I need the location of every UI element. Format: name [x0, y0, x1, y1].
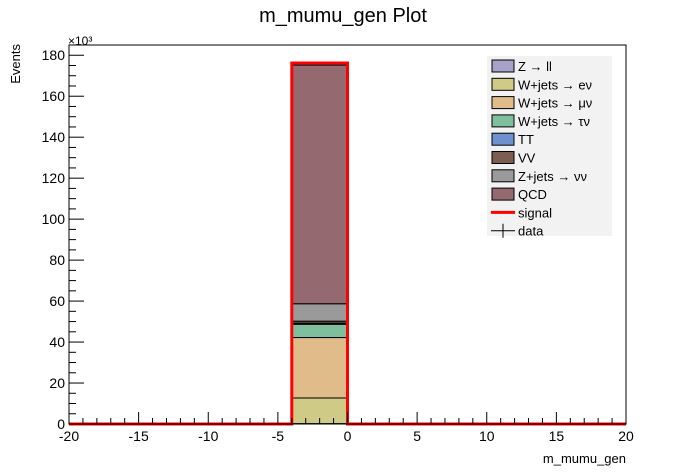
legend-swatch: [492, 97, 514, 109]
legend-swatch: [492, 152, 514, 164]
y-tick-label: 20: [49, 375, 65, 391]
y-tick-label: 140: [42, 129, 66, 145]
legend-swatch: [492, 170, 514, 182]
x-tick-label: 5: [413, 428, 421, 444]
y-tick-label: 40: [49, 334, 65, 350]
x-tick-label: 0: [344, 428, 352, 444]
y-tick-label: 100: [42, 211, 66, 227]
bar-segment-2: [292, 338, 348, 398]
y-tick-label: 80: [49, 252, 65, 268]
legend-label: Z → ll: [518, 59, 552, 74]
x-tick-label: -10: [198, 428, 218, 444]
legend-label: W+jets → eν: [518, 77, 592, 92]
x-axis-label: m_mumu_gen: [543, 451, 626, 466]
y-tick-label: 120: [42, 170, 66, 186]
y-axis-label: Events: [8, 44, 23, 84]
legend-swatch: [492, 133, 514, 145]
x-tick-label: -20: [59, 428, 79, 444]
legend-label: W+jets → μν: [518, 96, 592, 111]
bar-segment-7: [292, 65, 348, 304]
stacked-bars: [292, 65, 348, 424]
legend-swatch: [492, 60, 514, 72]
chart-title: m_mumu_gen Plot: [259, 5, 427, 27]
legend-label: VV: [518, 151, 536, 166]
y-tick-label: 180: [42, 47, 66, 63]
legend-swatch: [492, 115, 514, 127]
x-tick-label: -5: [272, 428, 285, 444]
legend-swatch: [492, 78, 514, 90]
legend: Z → ll W+jets → eν W+jets → μν W+jets → τν T…: [487, 56, 612, 239]
x-tick-label: 15: [549, 428, 565, 444]
y-tick-label: 160: [42, 88, 66, 104]
legend-label: W+jets → τν: [518, 114, 590, 129]
legend-label: Z+jets → νν: [518, 169, 587, 184]
y-tick-label: 60: [49, 293, 65, 309]
bar-segment-6: [292, 304, 348, 321]
legend-label: TT: [518, 132, 534, 147]
legend-label: signal: [518, 205, 552, 220]
x-tick-label: 10: [479, 428, 495, 444]
legend-label: data: [518, 224, 544, 239]
legend-label: QCD: [518, 187, 547, 202]
bar-segment-3: [292, 324, 348, 337]
x-tick-label: -15: [129, 428, 149, 444]
x-tick-label: 20: [618, 428, 634, 444]
legend-swatch: [492, 188, 514, 200]
y-axis-multiplier: ×10³: [68, 34, 92, 48]
